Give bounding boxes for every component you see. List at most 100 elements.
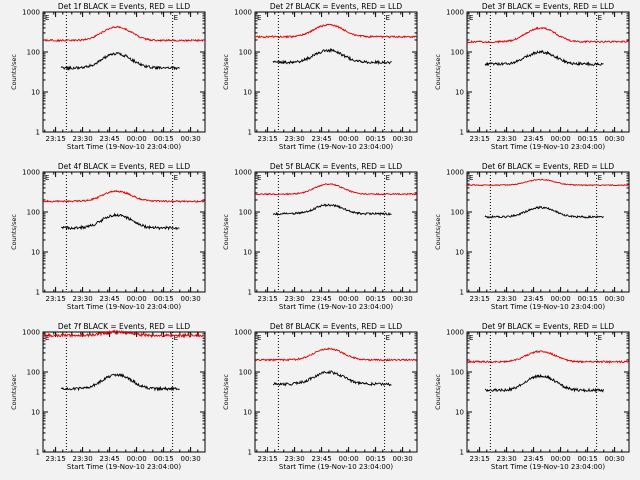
x-tick-label: 23:30: [497, 455, 517, 463]
plot-frame: [254, 331, 418, 453]
x-tick-label: 00:15: [366, 295, 386, 303]
marker-flag: E: [174, 174, 178, 182]
x-axis-label: Start Time (19-Nov-10 23:04:00): [491, 143, 605, 151]
series-line-events: [60, 372, 180, 392]
series-line-events: [484, 373, 604, 394]
x-tick-label: 23:30: [285, 295, 305, 303]
chart-title: Det 3f BLACK = Events, RED = LLD: [482, 2, 615, 11]
marker-flag: E: [257, 174, 261, 182]
marker-flag: E: [45, 334, 49, 342]
x-tick-label: 00:30: [605, 455, 625, 463]
x-tick-label: 23:15: [258, 135, 278, 143]
x-tick-label: 00:30: [181, 135, 201, 143]
series-line-lld: [254, 23, 418, 39]
y-tick-label: 1000: [446, 9, 464, 17]
y-tick-label: 1000: [234, 169, 252, 177]
y-tick-label: 1: [36, 129, 40, 137]
y-tick-label: 100: [451, 209, 464, 217]
y-tick-label: 1: [460, 129, 464, 137]
chart-panel-1: Det 1f BLACK = Events, RED = LLD 1 10 100 10…: [10, 2, 206, 151]
plot-frame: [254, 171, 418, 293]
x-tick-label: 23:15: [258, 455, 278, 463]
x-tick-label: 23:15: [46, 295, 66, 303]
x-tick-label: 00:00: [339, 455, 359, 463]
chart-panel-3: Det 3f BLACK = Events, RED = LLD 1 10 100 10…: [434, 2, 630, 151]
plot-frame: [42, 331, 206, 453]
x-tick-label: 23:15: [470, 135, 490, 143]
y-tick-label: 1000: [22, 9, 40, 17]
x-tick-label: 00:00: [551, 295, 571, 303]
y-tick-label: 10: [455, 89, 464, 97]
y-tick-label: 1000: [22, 329, 40, 337]
chart-title: Det 1f BLACK = Events, RED = LLD: [58, 2, 191, 11]
chart-title: Det 7f BLACK = Events, RED = LLD: [58, 322, 191, 331]
y-tick-label: 100: [239, 49, 252, 57]
series-line-events: [272, 203, 392, 217]
x-tick-label: 23:15: [46, 135, 66, 143]
x-tick-label: 00:15: [366, 135, 386, 143]
x-tick-label: 00:30: [393, 295, 413, 303]
y-tick-label: 1: [248, 289, 252, 297]
x-tick-label: 00:30: [393, 455, 413, 463]
plot-frame: [466, 331, 630, 453]
marker-flag: E: [174, 14, 178, 22]
x-axis-label: Start Time (19-Nov-10 23:04:00): [67, 303, 181, 311]
y-axis-label: Counts/sec: [222, 54, 230, 90]
y-tick-label: 1: [36, 449, 40, 457]
x-tick-label: 23:30: [497, 135, 517, 143]
x-tick-label: 23:45: [524, 135, 544, 143]
y-tick-label: 10: [243, 249, 252, 257]
marker-flag: E: [386, 14, 390, 22]
x-tick-label: 00:15: [154, 455, 174, 463]
x-axis-label: Start Time (19-Nov-10 23:04:00): [279, 303, 393, 311]
y-tick-label: 1000: [446, 329, 464, 337]
series-line-lld: [466, 26, 630, 44]
y-tick-label: 1: [460, 449, 464, 457]
marker-flag: E: [174, 334, 178, 342]
x-tick-label: 00:15: [366, 455, 386, 463]
x-tick-label: 00:00: [551, 135, 571, 143]
marker-flag: E: [598, 14, 602, 22]
y-tick-label: 1: [460, 289, 464, 297]
marker-flag: E: [257, 14, 261, 22]
y-axis-label: Counts/sec: [434, 54, 442, 90]
y-tick-label: 1: [248, 449, 252, 457]
series-line-events: [272, 47, 392, 66]
chart-title: Det 6f BLACK = Events, RED = LLD: [482, 162, 615, 171]
plot-frame: [42, 11, 206, 133]
y-axis-label: Counts/sec: [222, 374, 230, 410]
y-axis-label: Counts/sec: [10, 54, 18, 90]
x-tick-label: 00:00: [339, 295, 359, 303]
y-tick-label: 10: [31, 409, 40, 417]
y-axis-label: Counts/sec: [222, 214, 230, 250]
series-line-lld: [42, 329, 206, 339]
x-tick-label: 23:45: [100, 135, 120, 143]
marker-flag: E: [45, 14, 49, 22]
x-tick-label: 00:30: [181, 455, 201, 463]
x-tick-label: 23:45: [100, 455, 120, 463]
y-tick-label: 10: [31, 249, 40, 257]
chart-panel-2: Det 2f BLACK = Events, RED = LLD 1 10 100 10…: [222, 2, 418, 151]
x-tick-label: 00:15: [578, 295, 598, 303]
chart-panel-9: Det 9f BLACK = Events, RED = LLD 1 10 100 10…: [434, 322, 630, 471]
chart-title: Det 4f BLACK = Events, RED = LLD: [58, 162, 191, 171]
y-tick-label: 100: [239, 209, 252, 217]
y-axis-label: Counts/sec: [434, 214, 442, 250]
y-tick-label: 10: [455, 249, 464, 257]
series-line-events: [484, 49, 604, 67]
x-tick-label: 00:30: [181, 295, 201, 303]
series-line-lld: [42, 25, 206, 43]
x-tick-label: 23:45: [312, 135, 332, 143]
series-line-events: [61, 212, 180, 231]
x-tick-label: 23:30: [285, 135, 305, 143]
x-tick-label: 23:15: [470, 295, 490, 303]
x-tick-label: 23:30: [73, 295, 93, 303]
x-tick-label: 23:30: [285, 455, 305, 463]
y-axis-label: Counts/sec: [10, 214, 18, 250]
x-tick-label: 00:30: [605, 295, 625, 303]
plot-frame: [466, 171, 630, 293]
y-tick-label: 100: [239, 369, 252, 377]
y-axis-label: Counts/sec: [434, 374, 442, 410]
x-tick-label: 00:00: [127, 135, 147, 143]
